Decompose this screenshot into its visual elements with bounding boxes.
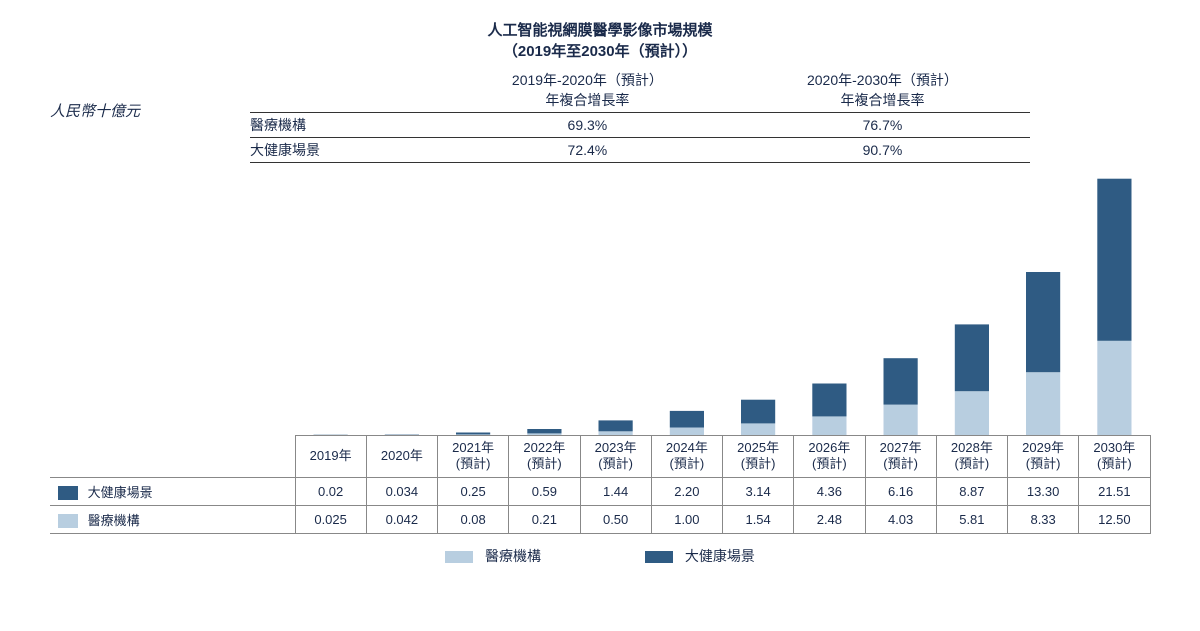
legend-label-1: 大健康場景 [685,548,755,564]
growth-row1-label: 大健康場景 [250,138,440,163]
category-label-1: 2020年 [366,436,437,478]
data-row-label-1: 醫療機構 [50,505,295,533]
growth-row0-label: 醫療機構 [250,113,440,138]
growth-row1-v2: 90.7% [735,138,1030,163]
bar-health-2 [456,433,490,435]
stacked-bar-chart [50,175,1150,435]
bar-health-9 [955,324,989,391]
cell-r0-c0: 0.02 [295,477,366,505]
chart-title: 人工智能視網膜醫學影像市場規模 （2019年至2030年（預計）） [50,20,1150,62]
cell-r0-c9: 8.87 [936,477,1007,505]
bar-medical-11 [1097,341,1131,435]
unit-label: 人民幣十億元 [50,68,250,121]
category-label-5: 2024年(預計) [651,436,722,478]
growth-row0-v2: 76.7% [735,113,1030,138]
cell-r0-c7: 4.36 [794,477,865,505]
bar-medical-7 [812,416,846,435]
cell-r1-c10: 8.33 [1008,505,1079,533]
chart-and-table: 2019年2020年2021年(預計)2022年(預計)2023年(預計)202… [50,175,1150,534]
row-swatch-0 [58,486,78,500]
growth-rate-table: 2019年-2020年（預計） 年複合增長率 2020年-2030年（預計） 年… [250,68,1030,163]
cell-r1-c5: 1.00 [651,505,722,533]
growth-col1-sub: 年複合增長率 [450,90,725,110]
bar-health-5 [670,411,704,428]
category-label-3: 2022年(預計) [509,436,580,478]
cell-r1-c8: 4.03 [865,505,936,533]
category-label-11: 2030年(預計) [1079,436,1150,478]
cell-r1-c0: 0.025 [295,505,366,533]
cell-r0-c4: 1.44 [580,477,651,505]
row-swatch-1 [58,514,78,528]
legend-label-0: 醫療機構 [485,548,541,564]
cell-r1-c1: 0.042 [366,505,437,533]
cell-r1-c2: 0.08 [438,505,509,533]
row-label-text-0: 大健康場景 [84,485,153,500]
bar-medical-3 [527,433,561,435]
bar-medical-4 [599,431,633,435]
growth-row1-v1: 72.4% [440,138,735,163]
category-label-9: 2028年(預計) [936,436,1007,478]
cell-r1-c7: 2.48 [794,505,865,533]
bar-health-3 [527,429,561,433]
bar-health-4 [599,420,633,431]
cell-r1-c9: 5.81 [936,505,1007,533]
cell-r0-c3: 0.59 [509,477,580,505]
top-area: 人民幣十億元 2019年-2020年（預計） 年複合增長率 2020年-2030… [50,68,1150,163]
legend-swatch-1 [645,551,673,563]
cell-r0-c8: 6.16 [865,477,936,505]
cell-r0-c2: 0.25 [438,477,509,505]
bar-medical-6 [741,423,775,435]
bar-health-11 [1097,179,1131,341]
cell-r0-c1: 0.034 [366,477,437,505]
legend: 醫療機構 大健康場景 [50,546,1150,566]
category-label-10: 2029年(預計) [1008,436,1079,478]
cell-r0-c11: 21.51 [1079,477,1150,505]
bar-health-6 [741,400,775,424]
category-label-4: 2023年(預計) [580,436,651,478]
cell-r1-c6: 1.54 [723,505,794,533]
growth-col1-header: 2019年-2020年（預計） [450,70,725,90]
growth-col2-sub: 年複合增長率 [745,90,1020,110]
row-label-text-1: 醫療機構 [84,513,140,528]
title-line-2: （2019年至2030年（預計）） [50,41,1150,62]
data-row-label-0: 大健康場景 [50,477,295,505]
growth-col2-header: 2020年-2030年（預計） [745,70,1020,90]
bar-medical-5 [670,428,704,436]
cell-r0-c5: 2.20 [651,477,722,505]
cell-r1-c3: 0.21 [509,505,580,533]
bar-health-7 [812,384,846,417]
title-line-1: 人工智能視網膜醫學影像市場規模 [50,20,1150,41]
bar-health-10 [1026,272,1060,372]
bar-medical-8 [884,405,918,435]
cell-r1-c4: 0.50 [580,505,651,533]
growth-row0-v1: 69.3% [440,113,735,138]
bar-medical-10 [1026,372,1060,435]
cell-r0-c6: 3.14 [723,477,794,505]
bar-medical-2 [456,434,490,435]
legend-item-1: 大健康場景 [645,546,755,566]
data-table: 2019年2020年2021年(預計)2022年(預計)2023年(預計)202… [50,435,1151,534]
bar-medical-9 [955,391,989,435]
cell-r1-c11: 12.50 [1079,505,1150,533]
category-label-0: 2019年 [295,436,366,478]
category-label-2: 2021年(預計) [438,436,509,478]
cell-r0-c10: 13.30 [1008,477,1079,505]
category-label-7: 2026年(預計) [794,436,865,478]
bar-health-8 [884,358,918,404]
category-label-8: 2027年(預計) [865,436,936,478]
legend-swatch-0 [445,551,473,563]
category-label-6: 2025年(預計) [723,436,794,478]
legend-item-0: 醫療機構 [445,546,541,566]
